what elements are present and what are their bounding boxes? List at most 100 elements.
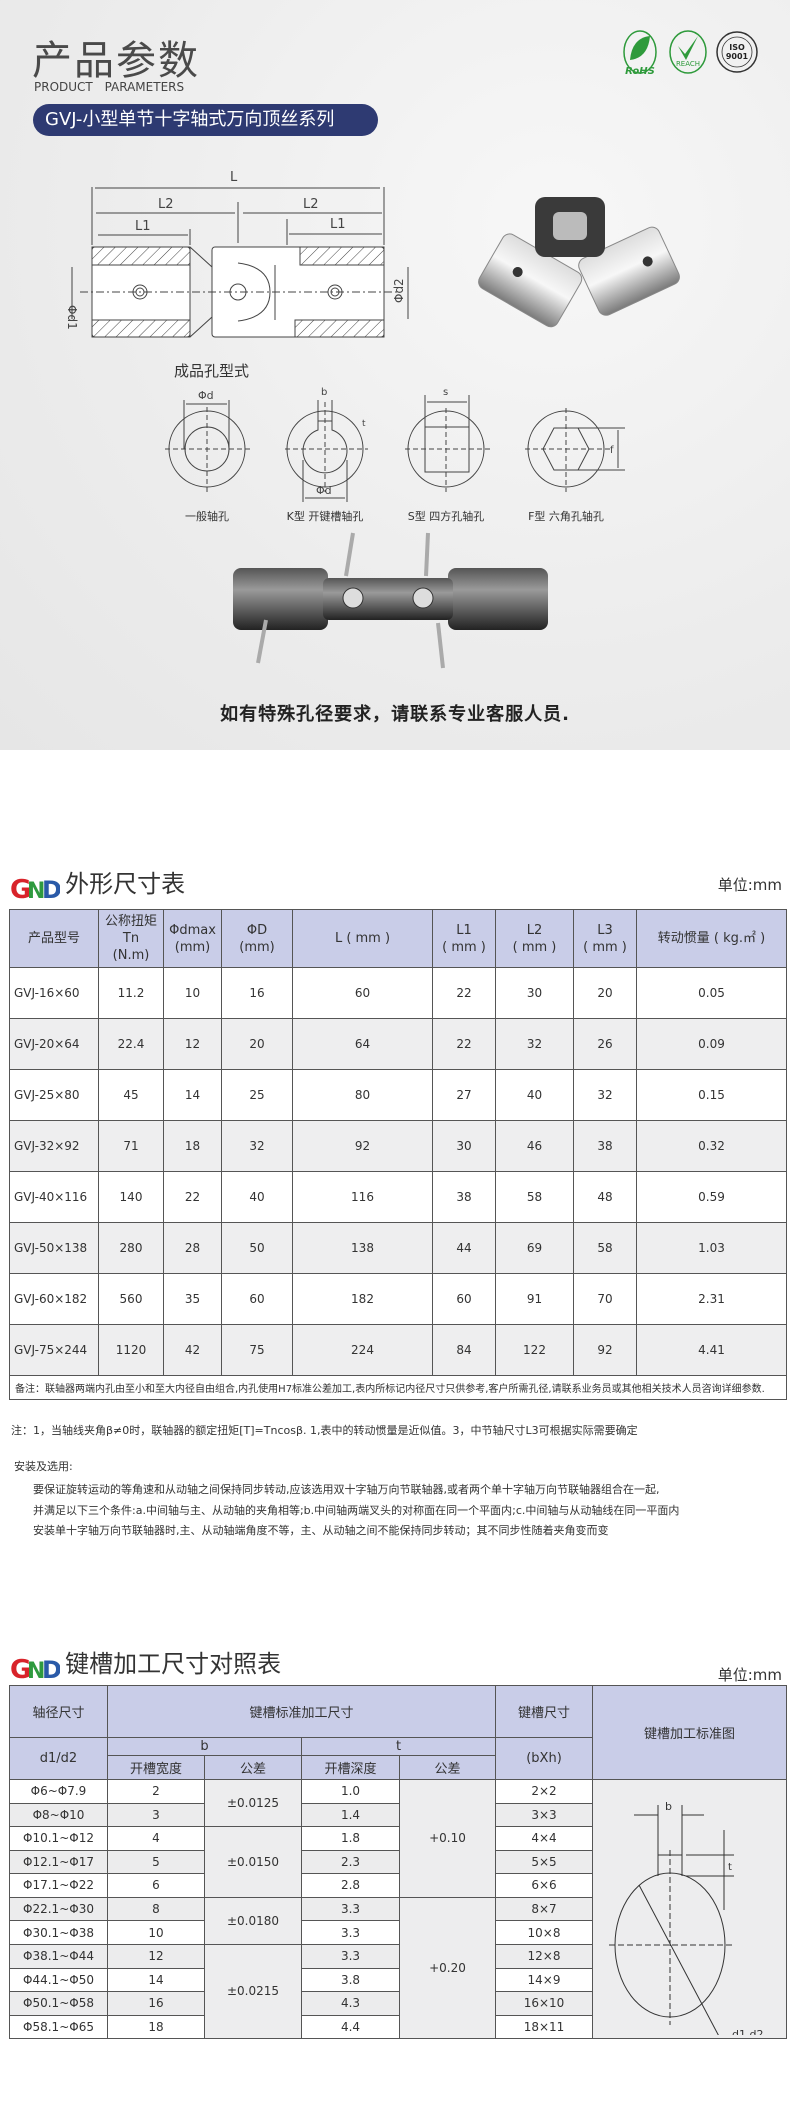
cell-key: 10×8 (495, 1920, 594, 1945)
svg-text:D: D (42, 1656, 60, 1682)
install-line: 并满足以下三个条件:a.中间轴与主、从动轴的夹角相等;b.中间轴两端叉头的对称面… (33, 1503, 680, 1517)
cell-t-tol: +0.10 (398, 1779, 497, 1898)
svg-text:Φd: Φd (198, 389, 214, 402)
svg-text:REACH: REACH (676, 60, 700, 68)
table-cell: 46 (495, 1120, 574, 1172)
table-cell: 10 (163, 967, 222, 1019)
table1-unit: 单位:mm (717, 876, 782, 894)
cell-b: 14 (107, 1967, 205, 1992)
svg-text:N: N (27, 1659, 45, 1682)
table-cell: GVJ-20×64 (9, 1018, 99, 1070)
header-key-size: 键槽尺寸 (495, 1685, 594, 1738)
table-row: Φ30.1~Φ38 10 3.3 10×8 (9, 1920, 787, 1945)
cell-t: 1.4 (301, 1802, 400, 1827)
table-cell: GVJ-75×244 (9, 1324, 99, 1376)
cell-d: Φ44.1~Φ50 (9, 1967, 108, 1992)
coupling-assembly-photo (233, 532, 548, 669)
cell-b: 18 (107, 2014, 205, 2039)
svg-text:G: G (10, 1655, 31, 1682)
table-row: Φ6~Φ7.9 2 ±0.0125 1.0 +0.10 2×2 b t d1,d2 (9, 1779, 788, 2043)
s-type-square-diagram: s (405, 387, 490, 492)
svg-text:9001: 9001 (726, 52, 749, 61)
table-cell: 50 (221, 1222, 293, 1274)
column-header: 公称扭矩 Tn (N.m) (98, 909, 164, 968)
cell-t: 1.0 (301, 1779, 400, 1804)
dim-L-label: L (230, 170, 238, 185)
header-b-width: 开槽宽度 (107, 1755, 205, 1780)
cell-d: Φ6~Φ7.9 (9, 1779, 108, 1804)
cell-b: 4 (107, 1826, 205, 1851)
dim-d2-label: Φd2 (392, 278, 406, 303)
keyway-standard-diagram: b t d1,d2 (608, 1800, 784, 2043)
table-cell: 22 (432, 1018, 496, 1070)
table-cell: 75 (221, 1324, 293, 1376)
coupling-dimension-drawing: L L2 L2 L1 L1 Φd1 Φd2 (65, 170, 409, 338)
table-cell: 38 (432, 1171, 496, 1223)
rohs-logo-icon: RoHS (623, 30, 657, 77)
cell-d: Φ58.1~Φ65 (9, 2014, 108, 2039)
cell-key: 18×11 (495, 2014, 594, 2039)
table-cell: 14 (163, 1069, 222, 1121)
table-cell: 22.4 (98, 1018, 164, 1070)
f-type-hex-diagram: f (525, 408, 625, 492)
table-row: Φ50.1~Φ58 16 4.3 16×10 (9, 1991, 787, 2016)
header-b-tol: 公差 (204, 1755, 302, 1780)
hole-type-label: S型 四方孔轴孔 (408, 509, 484, 523)
table-cell: 69 (495, 1222, 574, 1274)
cell-d: Φ38.1~Φ44 (9, 1943, 108, 1969)
table-cell: 38 (573, 1120, 637, 1172)
dim-L2-label: L2 (158, 197, 174, 212)
table-row: GVJ-16×60 11.2 10 16 60 22 30 20 0.05 (9, 967, 787, 1019)
table-cell: 70 (573, 1273, 637, 1325)
table-cell: GVJ-40×116 (9, 1171, 99, 1223)
cell-key: 12×8 (495, 1943, 594, 1969)
table-row: Φ8~Φ10 3 1.4 3×3 (9, 1802, 787, 1827)
table-cell: 140 (98, 1171, 164, 1223)
remark-row: 备注：联轴器两端内孔由至小和至大内径自由组合,内孔使用H7标准公差加工,表内所标… (9, 1375, 787, 1400)
table-cell: 58 (573, 1222, 637, 1274)
cell-b: 2 (107, 1779, 205, 1804)
header-t-tol: 公差 (398, 1755, 497, 1780)
cell-t: 3.3 (301, 1943, 400, 1969)
custom-bore-slogan: 如有特殊孔径要求，请联系专业客服人员. (220, 704, 570, 725)
table-cell: 26 (573, 1018, 637, 1070)
table-cell: 12 (163, 1018, 222, 1070)
install-title: 安装及选用: (14, 1460, 73, 1473)
cell-key: 5×5 (495, 1849, 594, 1875)
table-cell: 42 (163, 1324, 222, 1376)
cell-d: Φ30.1~Φ38 (9, 1920, 108, 1945)
column-header: ΦD (mm) (221, 909, 293, 968)
cell-key: 8×7 (495, 1896, 594, 1922)
table2-unit: 单位:mm (717, 1666, 782, 1684)
hole-type-label: 一般轴孔 (185, 509, 229, 523)
cell-key: 2×2 (495, 1779, 594, 1804)
table-cell: 0.15 (636, 1069, 787, 1121)
table-cell: 91 (495, 1273, 574, 1325)
table-cell: 27 (432, 1069, 496, 1121)
header-figure: 键槽加工标准图 (592, 1685, 788, 1780)
cell-d: Φ22.1~Φ30 (9, 1896, 108, 1922)
table-row: Φ10.1~Φ12 4 ±0.0150 1.8 4×4 (9, 1826, 787, 1898)
table-cell: 80 (292, 1069, 433, 1121)
table-cell: 4.41 (636, 1324, 787, 1376)
table-cell: 84 (432, 1324, 496, 1376)
svg-text:N: N (27, 879, 45, 902)
table-row: GVJ-60×182 560 35 60 182 60 91 70 2.31 (9, 1273, 787, 1325)
svg-text:Φd: Φd (316, 484, 332, 497)
hole-type-label: K型 开键槽轴孔 (287, 509, 364, 523)
install-line: 安装单十字轴万向节联轴器时,主、从动轴端角度不等，主、从动轴之间不能保持同步转动… (33, 1524, 609, 1537)
table-cell: 32 (573, 1069, 637, 1121)
hole-types-drawing: Φd b t Φd s f 一般轴孔 K型 开键槽轴孔 S型 四方孔轴孔 F型 六角… (165, 387, 625, 523)
dim-d1-label: Φd1 (65, 305, 79, 330)
table-cell: 48 (573, 1171, 637, 1223)
column-header: L ( mm ) (292, 909, 433, 968)
table-cell: 0.59 (636, 1171, 787, 1223)
table-cell: 1120 (98, 1324, 164, 1376)
series-banner: GVJ-小型单节十字轴式万向顶丝系列 (33, 104, 378, 136)
table-cell: 71 (98, 1120, 164, 1172)
table-cell: 40 (495, 1069, 574, 1121)
